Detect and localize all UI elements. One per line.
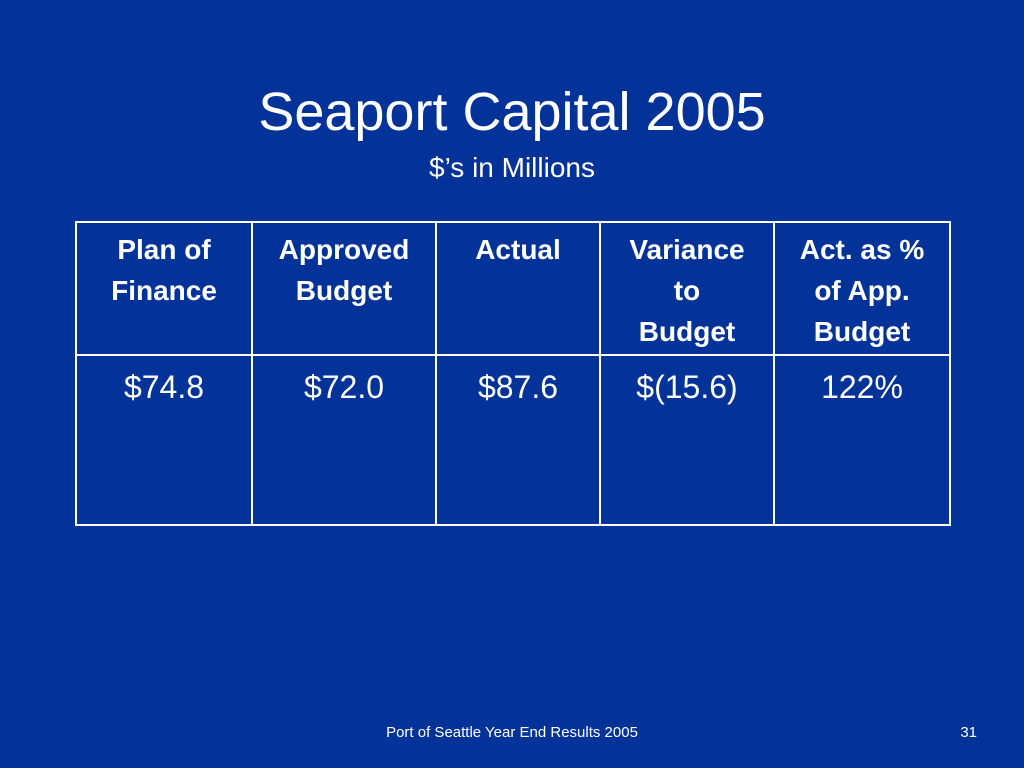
table-row: $74.8 $72.0 $87.6 $(15.6) 122%	[75, 354, 951, 526]
slide-title: Seaport Capital 2005	[258, 82, 766, 142]
footer-text: Port of Seattle Year End Results 2005	[386, 724, 638, 741]
header-label: Actual	[475, 234, 561, 265]
table-header-row: Plan of Finance Approved Budget Actual V…	[75, 221, 951, 356]
header-plan-of-finance: Plan of Finance	[75, 221, 253, 356]
cell-variance: $(15.6)	[599, 354, 775, 526]
header-label: Plan of Finance	[111, 234, 217, 306]
budget-table: Plan of Finance Approved Budget Actual V…	[75, 221, 951, 526]
header-actual: Actual	[435, 221, 601, 356]
header-label: Variance to Budget	[629, 234, 745, 347]
cell-plan-of-finance: $74.8	[75, 354, 253, 526]
cell-approved-budget: $72.0	[251, 354, 437, 526]
header-approved-budget: Approved Budget	[251, 221, 437, 356]
header-act-as-percent: Act. as % of App. Budget	[773, 221, 951, 356]
cell-act-percent: 122%	[773, 354, 951, 526]
header-variance-to-budget: Variance to Budget	[599, 221, 775, 356]
cell-actual: $87.6	[435, 354, 601, 526]
page-number: 31	[960, 724, 977, 741]
header-label: Approved Budget	[278, 234, 410, 306]
slide-subtitle: $’s in Millions	[429, 152, 595, 183]
header-label: Act. as % of App. Budget	[799, 234, 925, 347]
